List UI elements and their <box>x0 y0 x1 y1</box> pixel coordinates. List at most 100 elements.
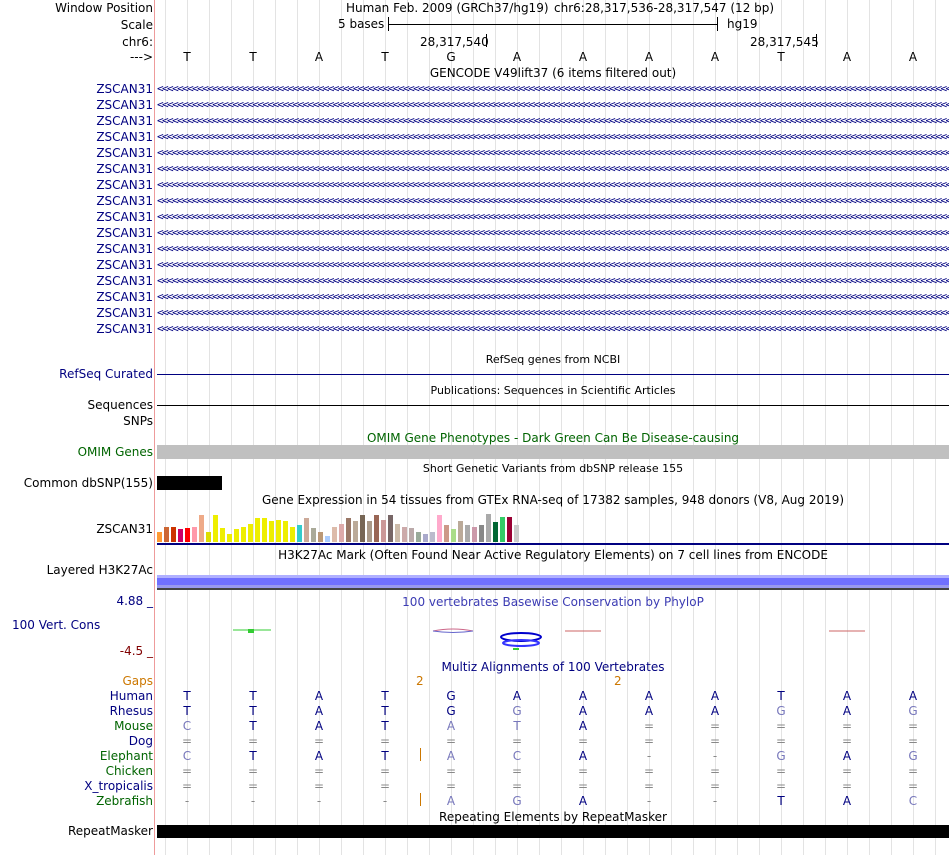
gencode-gene-label[interactable]: ZSCAN31 <box>96 322 153 336</box>
gtex-tissue-bar[interactable] <box>164 527 169 542</box>
gtex-tissue-bar[interactable] <box>437 515 442 542</box>
gtex-tissue-bar[interactable] <box>472 527 477 542</box>
repeatmasker-label[interactable]: RepeatMasker <box>67 824 153 838</box>
h3k27ac-title[interactable]: H3K27Ac Mark (Often Found Near Active Re… <box>278 548 828 562</box>
phylop-label[interactable]: 100 Vert. Cons <box>12 618 101 632</box>
gtex-label[interactable]: ZSCAN31 <box>96 522 153 536</box>
gencode-transcript[interactable]: <<<<<<<<<<<<<<<<<<<<<<<<<<<<<<<<<<<<<<<<… <box>157 274 949 287</box>
gtex-tissue-bar[interactable] <box>493 522 498 542</box>
gtex-tissue-bar[interactable] <box>283 521 288 542</box>
gtex-tissue-bar[interactable] <box>311 528 316 542</box>
gtex-tissue-bar[interactable] <box>332 527 337 542</box>
gtex-tissue-bar[interactable] <box>402 527 407 542</box>
phylop-title[interactable]: 100 vertebrates Basewise Conservation by… <box>402 595 704 609</box>
gencode-transcript[interactable]: <<<<<<<<<<<<<<<<<<<<<<<<<<<<<<<<<<<<<<<<… <box>157 290 949 303</box>
gencode-gene-label[interactable]: ZSCAN31 <box>96 210 153 224</box>
gencode-gene-label[interactable]: ZSCAN31 <box>96 178 153 192</box>
gtex-tissue-bar[interactable] <box>269 521 274 542</box>
gtex-tissue-bar[interactable] <box>290 527 295 542</box>
omim-title[interactable]: OMIM Gene Phenotypes - Dark Green Can Be… <box>366 431 740 445</box>
gtex-tissue-bar[interactable] <box>388 515 393 542</box>
gencode-gene-label[interactable]: ZSCAN31 <box>96 306 153 320</box>
gencode-transcript[interactable]: <<<<<<<<<<<<<<<<<<<<<<<<<<<<<<<<<<<<<<<<… <box>157 306 949 319</box>
dbsnp-variant[interactable] <box>157 476 222 490</box>
gencode-gene-label[interactable]: ZSCAN31 <box>96 290 153 304</box>
multiz-title[interactable]: Multiz Alignments of 100 Vertebrates <box>441 660 665 674</box>
gencode-gene-label[interactable]: ZSCAN31 <box>96 242 153 256</box>
gencode-gene-label[interactable]: ZSCAN31 <box>96 82 153 96</box>
gtex-tissue-bar[interactable] <box>297 525 302 542</box>
repeatmasker-element[interactable] <box>157 825 949 838</box>
gtex-tissue-bar[interactable] <box>451 529 456 542</box>
gtex-tissue-bar[interactable] <box>304 518 309 542</box>
snps-label[interactable]: SNPs <box>123 414 153 428</box>
gtex-tissue-bar[interactable] <box>206 532 211 542</box>
gtex-tissue-bar[interactable] <box>157 532 162 542</box>
gencode-transcript[interactable]: <<<<<<<<<<<<<<<<<<<<<<<<<<<<<<<<<<<<<<<<… <box>157 258 949 271</box>
species-label[interactable]: Dog <box>128 734 153 748</box>
refseq-label[interactable]: RefSeq Curated <box>59 367 153 381</box>
gtex-tissue-bar[interactable] <box>213 515 218 542</box>
gtex-tissue-bar[interactable] <box>220 528 225 542</box>
h3k27ac-label[interactable]: Layered H3K27Ac <box>46 563 153 577</box>
gencode-title[interactable]: GENCODE V49lift37 (6 items filtered out) <box>429 66 677 80</box>
gtex-tissue-bar[interactable] <box>423 534 428 542</box>
gencode-transcript[interactable]: <<<<<<<<<<<<<<<<<<<<<<<<<<<<<<<<<<<<<<<<… <box>157 226 949 239</box>
gtex-tissue-bar[interactable] <box>199 515 204 542</box>
gtex-tissue-bar[interactable] <box>318 532 323 542</box>
gencode-gene-label[interactable]: ZSCAN31 <box>96 130 153 144</box>
gtex-tissue-bar[interactable] <box>353 521 358 542</box>
sequences-track-line[interactable] <box>157 405 949 406</box>
gtex-bar-chart[interactable] <box>157 508 557 542</box>
gtex-tissue-bar[interactable] <box>241 527 246 542</box>
gtex-tissue-bar[interactable] <box>381 520 386 542</box>
gtex-tissue-bar[interactable] <box>248 524 253 542</box>
gtex-tissue-bar[interactable] <box>430 532 435 542</box>
refseq-title[interactable]: RefSeq genes from NCBI <box>485 353 621 366</box>
gtex-tissue-bar[interactable] <box>325 536 330 542</box>
gtex-title[interactable]: Gene Expression in 54 tissues from GTEx … <box>261 493 845 507</box>
gencode-transcript[interactable]: <<<<<<<<<<<<<<<<<<<<<<<<<<<<<<<<<<<<<<<<… <box>157 98 949 111</box>
publications-title[interactable]: Publications: Sequences in Scientific Ar… <box>430 384 676 397</box>
species-label[interactable]: Mouse <box>114 719 153 733</box>
refseq-track-line[interactable] <box>157 374 949 375</box>
gtex-tissue-bar[interactable] <box>192 527 197 542</box>
gencode-transcript[interactable]: <<<<<<<<<<<<<<<<<<<<<<<<<<<<<<<<<<<<<<<<… <box>157 322 949 335</box>
gtex-tissue-bar[interactable] <box>500 517 505 542</box>
sequences-label[interactable]: Sequences <box>87 398 153 412</box>
gtex-tissue-bar[interactable] <box>395 524 400 542</box>
gencode-transcript[interactable]: <<<<<<<<<<<<<<<<<<<<<<<<<<<<<<<<<<<<<<<<… <box>157 114 949 127</box>
gencode-transcript[interactable]: <<<<<<<<<<<<<<<<<<<<<<<<<<<<<<<<<<<<<<<<… <box>157 242 949 255</box>
gtex-tissue-bar[interactable] <box>465 525 470 542</box>
gencode-gene-label[interactable]: ZSCAN31 <box>96 114 153 128</box>
gtex-tissue-bar[interactable] <box>178 529 183 542</box>
species-label[interactable]: Chicken <box>105 764 153 778</box>
gtex-tissue-bar[interactable] <box>374 515 379 542</box>
phylop-plot[interactable] <box>157 610 949 655</box>
repeatmasker-title[interactable]: Repeating Elements by RepeatMasker <box>439 810 667 824</box>
species-label[interactable]: X_tropicalis <box>84 779 153 793</box>
gtex-tissue-bar[interactable] <box>339 524 344 542</box>
gtex-tissue-bar[interactable] <box>234 529 239 542</box>
gtex-tissue-bar[interactable] <box>255 518 260 542</box>
gencode-gene-label[interactable]: ZSCAN31 <box>96 226 153 240</box>
gtex-tissue-bar[interactable] <box>409 528 414 542</box>
species-label[interactable]: Rhesus <box>109 704 153 718</box>
gtex-tissue-bar[interactable] <box>276 520 281 542</box>
gtex-tissue-bar[interactable] <box>486 514 491 542</box>
gtex-tissue-bar[interactable] <box>171 527 176 542</box>
gencode-transcript[interactable]: <<<<<<<<<<<<<<<<<<<<<<<<<<<<<<<<<<<<<<<<… <box>157 130 949 143</box>
omim-label[interactable]: OMIM Genes <box>77 445 153 459</box>
species-label[interactable]: Zebrafish <box>96 794 153 808</box>
gencode-gene-label[interactable]: ZSCAN31 <box>96 258 153 272</box>
gencode-gene-label[interactable]: ZSCAN31 <box>96 146 153 160</box>
gencode-gene-label[interactable]: ZSCAN31 <box>96 162 153 176</box>
gtex-tissue-bar[interactable] <box>507 517 512 542</box>
gencode-transcript[interactable]: <<<<<<<<<<<<<<<<<<<<<<<<<<<<<<<<<<<<<<<<… <box>157 162 949 175</box>
gencode-gene-label[interactable]: ZSCAN31 <box>96 274 153 288</box>
gtex-tissue-bar[interactable] <box>479 525 484 542</box>
dbsnp-label[interactable]: Common dbSNP(155) <box>23 476 153 490</box>
gtex-tissue-bar[interactable] <box>514 525 519 542</box>
gencode-transcript[interactable]: <<<<<<<<<<<<<<<<<<<<<<<<<<<<<<<<<<<<<<<<… <box>157 194 949 207</box>
gencode-gene-label[interactable]: ZSCAN31 <box>96 194 153 208</box>
